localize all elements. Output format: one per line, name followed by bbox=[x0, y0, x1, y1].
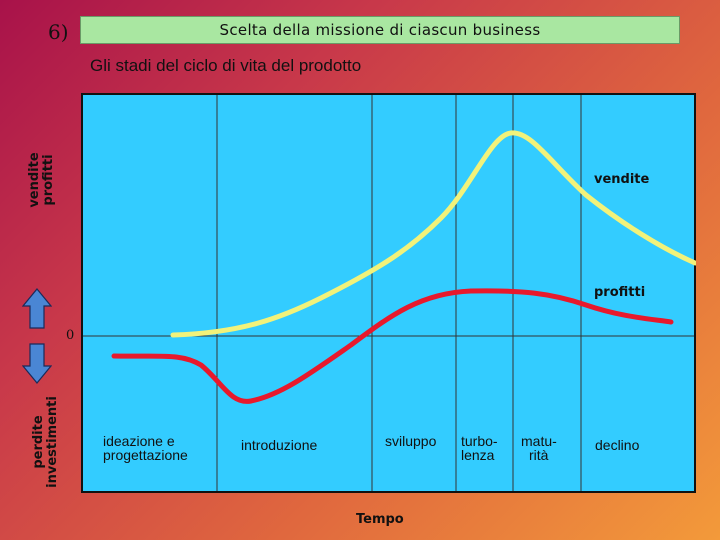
stage-label-line: introduzione bbox=[241, 437, 317, 453]
side-label-top-line1: vendite bbox=[27, 152, 42, 208]
profits-curve-label: profitti bbox=[594, 285, 645, 300]
side-label-bottom: perdite investimenti bbox=[31, 387, 62, 497]
stage-label-line: declino bbox=[595, 437, 640, 453]
sales-curve-label: vendite bbox=[594, 172, 650, 187]
side-label-top-line2: profitti bbox=[41, 154, 56, 206]
stage-label-line: matu- bbox=[521, 433, 557, 449]
product-life-cycle-diagram: vendite profitti ideazione e progettazio… bbox=[81, 93, 696, 493]
stage-label-line: turbo- bbox=[461, 433, 498, 449]
stage-label-line: lenza bbox=[461, 447, 495, 463]
title-bar: Scelta della missione di ciascun busines… bbox=[80, 16, 680, 44]
stage-label-line: sviluppo bbox=[385, 433, 437, 449]
zero-label: 0 bbox=[66, 328, 75, 343]
side-label-bottom-line2: investimenti bbox=[45, 396, 60, 488]
side-label-bottom-line1: perdite bbox=[31, 415, 46, 469]
side-label-top: vendite profitti bbox=[27, 140, 58, 220]
plot-area bbox=[81, 93, 696, 493]
stage-label-line: rità bbox=[529, 447, 549, 463]
slide-title: Scelta della missione di ciascun busines… bbox=[219, 21, 541, 39]
sales-curve bbox=[170, 130, 696, 338]
slide-number: 6) bbox=[48, 20, 69, 44]
stage-label-line: progettazione bbox=[103, 447, 188, 463]
up-down-arrow-icon bbox=[22, 288, 52, 384]
stage-label-line: ideazione e bbox=[103, 433, 175, 449]
profits-curve bbox=[111, 288, 674, 404]
x-axis-title: Tempo bbox=[356, 512, 404, 527]
slide-subtitle: Gli stadi del ciclo di vita del prodotto bbox=[90, 56, 362, 75]
